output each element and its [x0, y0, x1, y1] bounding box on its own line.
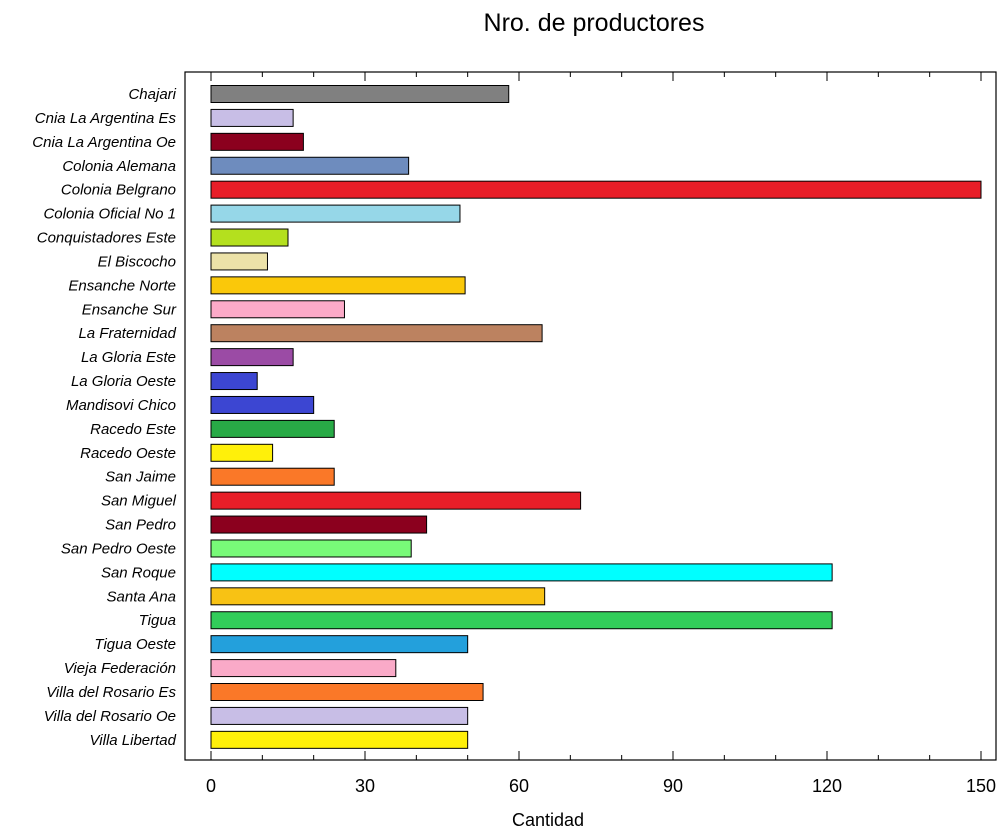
category-label: Cnia La Argentina Oe: [32, 134, 176, 151]
x-tick-label: 120: [812, 776, 842, 796]
bar: [210, 276, 466, 295]
category-label: La Gloria Este: [81, 349, 176, 366]
bar: [210, 635, 469, 654]
x-tick-label: 90: [663, 776, 683, 796]
x-tick-label: 0: [206, 776, 216, 796]
bar: [210, 611, 833, 630]
category-label: Tigua Oeste: [94, 636, 176, 653]
bar: [210, 252, 268, 271]
bar: [210, 204, 461, 223]
bar: [210, 85, 510, 103]
bar: [210, 467, 335, 486]
category-label: San Pedro: [105, 517, 176, 534]
category-label: Villa Libertad: [90, 732, 177, 749]
category-label: Vieja Federación: [64, 660, 176, 677]
bar: [210, 730, 469, 749]
bar: [210, 180, 982, 199]
bar: [210, 539, 412, 558]
category-label: Conquistadores Este: [37, 230, 176, 247]
category-label: San Pedro Oeste: [61, 540, 176, 557]
category-label: Chajari: [128, 86, 176, 103]
category-label: Colonia Belgrano: [61, 182, 176, 199]
category-labels: Chajari Cnia La Argentina Es Cnia La Argen…: [32, 86, 177, 749]
bar: [210, 156, 410, 175]
category-label: Cnia La Argentina Es: [35, 110, 177, 127]
category-label: Ensanche Norte: [68, 277, 176, 294]
category-label: Mandisovi Chico: [66, 397, 176, 414]
category-label: La Gloria Oeste: [71, 373, 176, 390]
bar: [210, 108, 294, 127]
category-label: La Fraternidad: [78, 325, 176, 342]
bar: [210, 348, 294, 367]
bar: [210, 372, 258, 391]
x-tick-label: 150: [966, 776, 996, 796]
bar: [210, 132, 304, 151]
bar: [210, 443, 274, 462]
category-label: Villa del Rosario Oe: [44, 708, 176, 725]
category-label: Racedo Este: [90, 421, 176, 438]
category-label: San Jaime: [105, 469, 176, 486]
category-label: Tigua: [139, 612, 176, 629]
bar: [210, 515, 428, 534]
category-label: Colonia Alemana: [62, 158, 176, 175]
category-label: Santa Ana: [107, 588, 177, 605]
category-label: Colonia Oficial No 1: [43, 206, 176, 223]
category-label: El Biscocho: [98, 253, 176, 270]
bar: [210, 587, 546, 606]
bar: [210, 228, 289, 247]
bar: [210, 706, 469, 725]
chart-title: Nro. de productores: [484, 9, 705, 37]
category-label: Villa del Rosario Es: [46, 684, 176, 701]
bar: [210, 395, 315, 414]
x-axis-ticks: 0 30 60 90 120 150: [206, 72, 996, 796]
bar: [210, 563, 833, 582]
bar: [210, 659, 397, 678]
bar: [210, 683, 484, 701]
category-label: Ensanche Sur: [82, 301, 177, 318]
x-axis-label: Cantidad: [512, 810, 584, 830]
bars-layer: [210, 85, 982, 749]
bar: [210, 300, 345, 319]
category-label: San Miguel: [101, 493, 177, 510]
x-tick-label: 60: [509, 776, 529, 796]
plot-frame: [184, 71, 997, 761]
category-label: Racedo Oeste: [80, 445, 176, 462]
bar: [210, 419, 335, 438]
bar: [210, 324, 543, 343]
x-tick-label: 30: [355, 776, 375, 796]
bar: [210, 491, 582, 510]
category-label: San Roque: [101, 564, 176, 581]
